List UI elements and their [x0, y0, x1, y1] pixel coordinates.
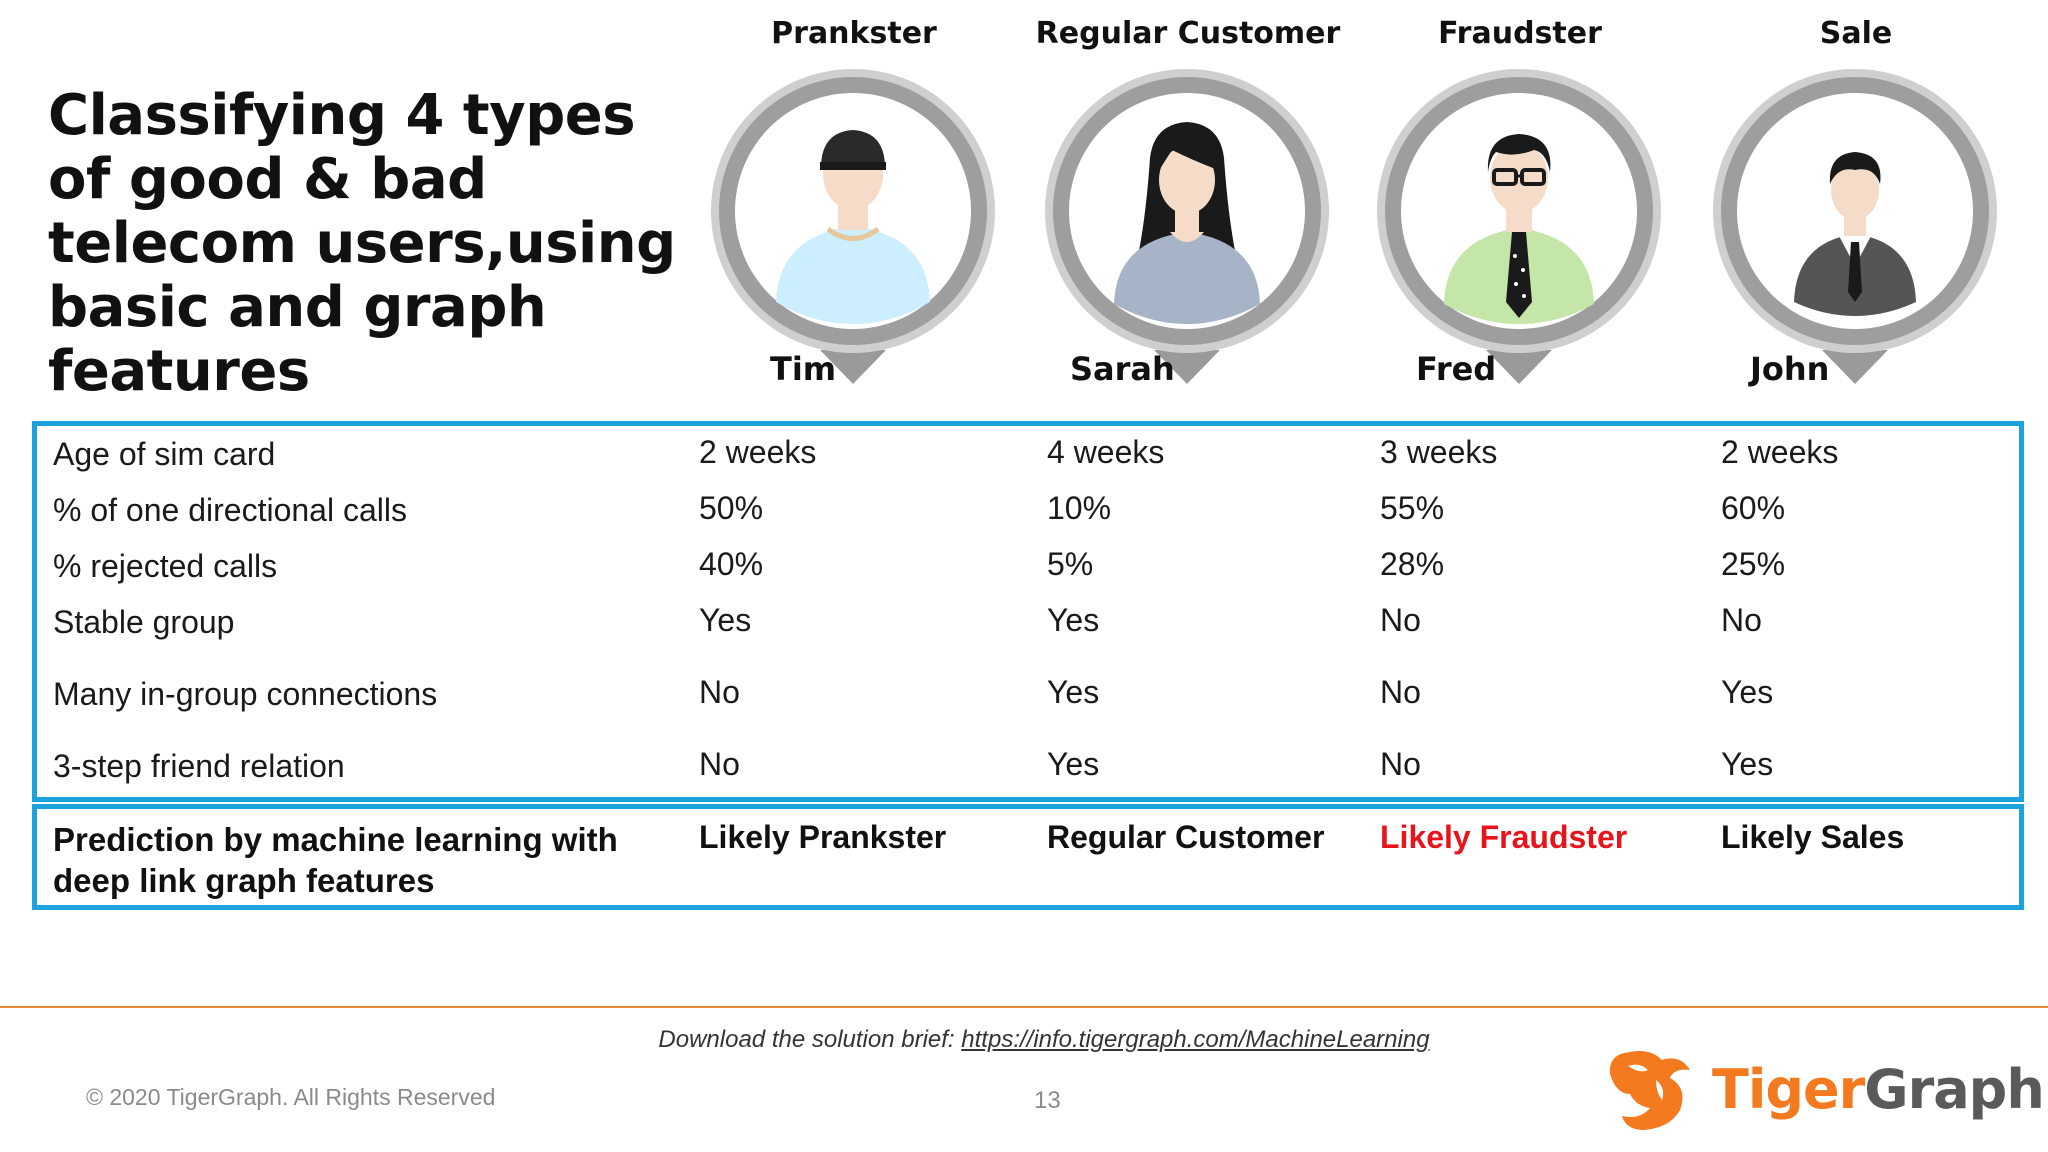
- footer-divider: [0, 1006, 2048, 1008]
- feature-value: 4 weeks: [1047, 434, 1165, 470]
- feature-value: 50%: [699, 490, 764, 526]
- prediction-value-highlighted: Likely Fraudster: [1380, 819, 1628, 855]
- prediction-value: Regular Customer: [1047, 819, 1325, 855]
- features-table: Age of sim card 2 weeks 4 weeks 3 weeks …: [32, 421, 2024, 802]
- persona-prankster: Prankster Tim: [694, 16, 1014, 396]
- tiger-logo-icon: [1609, 1051, 1690, 1130]
- feature-value: 3 weeks: [1380, 434, 1498, 470]
- persona-name: Sarah: [1070, 350, 1175, 388]
- feature-value: 60%: [1721, 490, 1786, 526]
- feature-label: Stable group: [53, 604, 235, 640]
- feature-label: 3-step friend relation: [53, 748, 345, 784]
- feature-value: 2 weeks: [699, 434, 817, 470]
- feature-value: Yes: [699, 602, 752, 638]
- feature-value: No: [1380, 674, 1421, 710]
- logo-wordmark: TigerGraph: [1712, 1058, 2045, 1121]
- feature-value: No: [1380, 746, 1421, 782]
- logo-text-graph: Graph: [1864, 1058, 2044, 1121]
- slide-title: Classifying 4 types of good & bad teleco…: [48, 83, 676, 404]
- teen-cap-avatar-icon: [711, 69, 995, 384]
- feature-value: 55%: [1380, 490, 1445, 526]
- feature-label: Age of sim card: [53, 436, 276, 472]
- persona-type-label: Prankster: [771, 16, 937, 51]
- man-glasses-tie-avatar-icon: [1377, 69, 1661, 384]
- feature-label: % of one directional calls: [53, 492, 407, 528]
- persona-sale: Sale John: [1696, 16, 2016, 396]
- prediction-value: Likely Sales: [1721, 819, 1905, 855]
- feature-value: Yes: [1721, 746, 1774, 782]
- prediction-label: Prediction by machine learning with deep…: [53, 821, 618, 899]
- persona-regular-customer: Regular Customer Sarah: [1028, 16, 1348, 396]
- persona-name: Fred: [1416, 350, 1497, 388]
- feature-value: 28%: [1380, 546, 1445, 582]
- download-link[interactable]: https://info.tigergraph.com/MachineLearn…: [961, 1026, 1430, 1053]
- businessman-avatar-icon: [1713, 69, 1997, 384]
- persona-type-label: Sale: [1819, 16, 1893, 51]
- feature-value: No: [699, 746, 740, 782]
- feature-value: 25%: [1721, 546, 1786, 582]
- persona-type-label: Regular Customer: [1035, 16, 1341, 51]
- download-text: Download the solution brief:: [658, 1026, 955, 1053]
- download-note: Download the solution brief: https://inf…: [0, 1026, 2048, 1054]
- feature-value: No: [699, 674, 740, 710]
- prediction-value: Likely Prankster: [699, 819, 947, 855]
- feature-value: 10%: [1047, 490, 1112, 526]
- persona-fraudster: Fraudster Fred: [1360, 16, 1680, 396]
- feature-value: 5%: [1047, 546, 1094, 582]
- logo-text-tiger: Tiger: [1712, 1058, 1865, 1121]
- feature-value: No: [1380, 602, 1421, 638]
- feature-value: Yes: [1047, 602, 1100, 638]
- persona-name: John: [1750, 350, 1830, 388]
- feature-value: 40%: [699, 546, 764, 582]
- feature-value: Yes: [1047, 674, 1100, 710]
- persona-type-label: Fraudster: [1438, 16, 1602, 51]
- page-number: 13: [1034, 1087, 1061, 1114]
- copyright: © 2020 TigerGraph. All Rights Reserved: [86, 1084, 496, 1110]
- feature-value: Yes: [1721, 674, 1774, 710]
- persona-name: Tim: [770, 350, 837, 388]
- prediction-row: Prediction by machine learning with deep…: [32, 804, 2024, 910]
- feature-value: No: [1721, 602, 1762, 638]
- feature-value: 2 weeks: [1721, 434, 1839, 470]
- woman-avatar-icon: [1045, 69, 1329, 384]
- feature-value: Yes: [1047, 746, 1100, 782]
- feature-label: % rejected calls: [53, 548, 278, 584]
- feature-label: Many in-group connections: [53, 676, 438, 712]
